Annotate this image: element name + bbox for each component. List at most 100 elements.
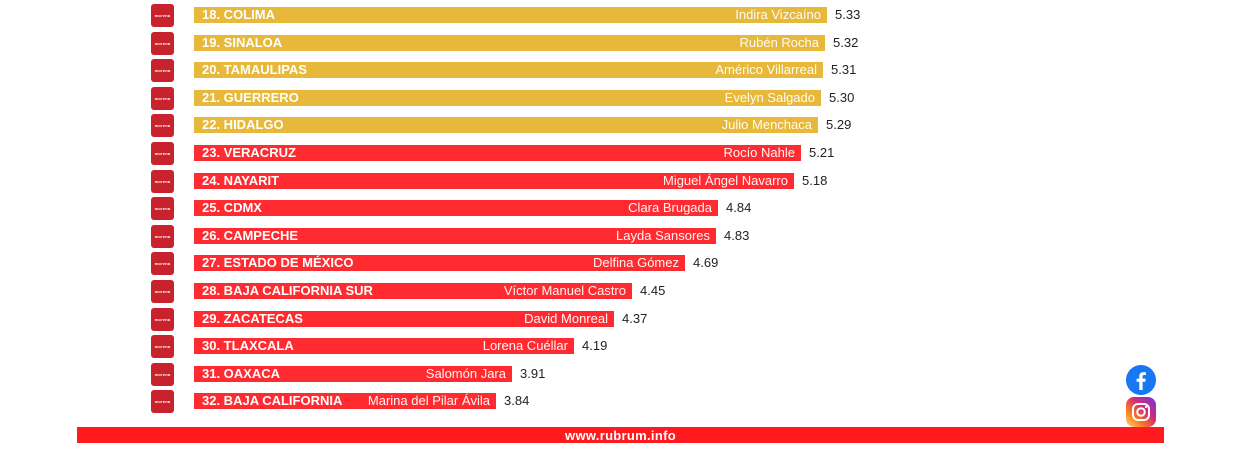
party-logo-text: morena [154, 206, 171, 212]
state-label: 23. VERACRUZ [202, 145, 296, 160]
chart-bar: 28. BAJA CALIFORNIA SUR Víctor Manuel Cas… [194, 283, 632, 299]
party-logo-text: morena [154, 371, 171, 377]
chart-row: morena 29. ZACATECAS David Monreal 4.37 [0, 307, 1100, 331]
party-logo-icon: morena [151, 362, 174, 386]
governor-name: Lorena Cuéllar [482, 338, 568, 354]
governor-name: Rocío Nahle [723, 145, 795, 160]
chart-bar: 21. GUERRERO Evelyn Salgado [194, 89, 821, 106]
party-logo-icon: morena [151, 307, 174, 331]
state-label: 22. HIDALGO [202, 117, 284, 133]
chart-row: morena 23. VERACRUZ Rocío Nahle 5.21 [0, 142, 1100, 165]
governor-name: Julio Menchaca [721, 117, 812, 133]
chart-row: morena 25. CDMX Clara Brugada 4.84 [0, 197, 1100, 221]
score-label: 5.31 [831, 62, 857, 78]
footer-bar: www.rubrum.info [77, 427, 1164, 443]
governor-name: Américo Villarreal [715, 62, 817, 78]
governor-name: Salomón Jara [425, 365, 506, 381]
score-label: 4.83 [724, 227, 750, 243]
chart-bar: 32. BAJA CALIFORNIA Marina del Pilar Ávil… [194, 393, 496, 410]
chart-row: morena 26. CAMPECHE Layda Sansores 4.83 [0, 224, 1100, 248]
chart-bar: 20. TAMAULIPAS Américo Villarreal [194, 62, 823, 79]
party-logo-text: morena [154, 95, 171, 101]
score-label: 5.33 [835, 7, 861, 22]
chart-row: morena 22. HIDALGO Julio Menchaca 5.29 [0, 114, 1100, 138]
state-label: 19. SINALOA [202, 34, 283, 50]
state-label: 25. CDMX [202, 200, 262, 216]
party-logo-icon: morena [151, 169, 174, 193]
chart-bar: 29. ZACATECAS David Monreal [194, 310, 614, 327]
party-logo-icon: morena [151, 114, 174, 138]
party-logo-icon: morena [151, 31, 174, 55]
state-label: 24. NAYARIT [202, 172, 280, 188]
governor-name: Delfina Gómez [593, 255, 679, 271]
governor-name: Indira Vizcaíno [735, 7, 821, 22]
party-logo-icon: morena [151, 197, 174, 221]
party-logo-icon: morena [151, 224, 174, 248]
score-label: 5.32 [833, 34, 859, 50]
governor-name: Marina del Pilar Ávila [367, 393, 490, 409]
score-label: 5.29 [826, 117, 852, 133]
chart-row: morena 30. TLAXCALA Lorena Cuéllar 4.19 [0, 335, 1100, 359]
score-label: 5.30 [829, 89, 855, 105]
party-logo-icon: morena [151, 86, 174, 110]
chart-bar: 25. CDMX Clara Brugada [194, 200, 718, 217]
state-label: 21. GUERRERO [202, 89, 299, 105]
chart-row: morena 27. ESTADO DE MÉXICO Delfina Gómez 4… [0, 252, 1100, 276]
governor-name: Evelyn Salgado [724, 89, 815, 105]
score-label: 4.69 [693, 255, 719, 271]
chart-bar: 18. COLIMA Indira Vizcaíno [194, 7, 827, 23]
chart-row: morena 19. SINALOA Rubén Rocha 5.32 [0, 31, 1100, 55]
chart-row: morena 20. TAMAULIPAS Américo Villarreal 5.… [0, 59, 1100, 83]
chart-row: morena 32. BAJA CALIFORNIA Marina del Pila… [0, 390, 1100, 414]
party-logo-text: morena [154, 40, 171, 46]
chart-bar: 22. HIDALGO Julio Menchaca [194, 117, 818, 134]
party-logo-text: morena [154, 344, 171, 350]
party-logo-text: morena [154, 233, 171, 239]
chart-row: morena 21. GUERRERO Evelyn Salgado 5.30 [0, 86, 1100, 110]
chart-row: morena 18. COLIMA Indira Vizcaíno 5.33 [0, 4, 1100, 27]
party-logo-text: morena [154, 68, 171, 74]
facebook-icon[interactable] [1126, 365, 1156, 395]
state-label: 28. BAJA CALIFORNIA SUR [202, 283, 373, 298]
party-logo-text: morena [154, 316, 171, 322]
governor-name: Miguel Ángel Navarro [662, 172, 788, 188]
instagram-icon[interactable] [1126, 397, 1156, 427]
governor-name: Layda Sansores [616, 227, 710, 243]
state-label: 26. CAMPECHE [202, 227, 299, 243]
state-label: 18. COLIMA [202, 7, 275, 22]
chart-bar: 31. OAXACA Salomón Jara [194, 365, 512, 382]
party-logo-icon: morena [151, 59, 174, 83]
party-logo-text: morena [154, 151, 171, 156]
chart-row: morena 24. NAYARIT Miguel Ángel Navarro 5.1… [0, 169, 1100, 193]
score-label: 3.91 [520, 365, 546, 381]
party-logo-icon: morena [151, 142, 174, 165]
party-logo-icon: morena [151, 335, 174, 359]
score-label: 5.21 [809, 145, 835, 160]
party-logo-icon: morena [151, 252, 174, 276]
chart-row: morena 31. OAXACA Salomón Jara 3.91 [0, 362, 1100, 386]
party-logo-text: morena [154, 178, 171, 184]
governor-name: Rubén Rocha [739, 34, 820, 50]
ranking-chart: morena 18. COLIMA Indira Vizcaíno 5.33 moren… [0, 4, 1100, 414]
party-logo-text: morena [154, 399, 171, 405]
chart-bar: 26. CAMPECHE Layda Sansores [194, 227, 716, 244]
party-logo-text: morena [154, 13, 171, 18]
score-label: 4.84 [726, 200, 752, 216]
chart-bar: 23. VERACRUZ Rocío Nahle [194, 145, 801, 161]
score-label: 4.19 [582, 338, 608, 354]
party-logo-text: morena [154, 123, 171, 129]
party-logo-text: morena [154, 261, 171, 267]
governor-name: David Monreal [524, 310, 608, 326]
score-label: 5.18 [802, 172, 828, 188]
party-logo-text: morena [154, 289, 171, 294]
chart-bar: 24. NAYARIT Miguel Ángel Navarro [194, 172, 794, 189]
party-logo-icon: morena [151, 390, 174, 414]
chart-bar: 19. SINALOA Rubén Rocha [194, 34, 825, 51]
footer-url[interactable]: www.rubrum.info [565, 428, 676, 443]
state-label: 32. BAJA CALIFORNIA [202, 393, 343, 409]
score-label: 4.37 [622, 310, 648, 326]
governor-name: Clara Brugada [628, 200, 712, 216]
governor-name: Víctor Manuel Castro [503, 283, 626, 298]
state-label: 20. TAMAULIPAS [202, 62, 307, 78]
chart-bar: 30. TLAXCALA Lorena Cuéllar [194, 338, 574, 355]
